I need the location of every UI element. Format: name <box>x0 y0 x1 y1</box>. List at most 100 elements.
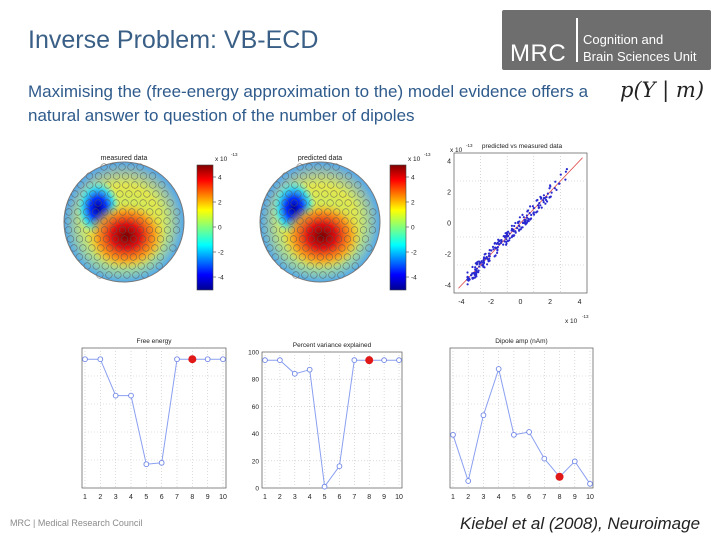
sensor <box>300 181 308 189</box>
sensor <box>163 217 171 225</box>
colorbar-exponent: x 10 <box>408 156 421 163</box>
sensor <box>101 262 109 270</box>
sensor <box>317 172 326 180</box>
sensor <box>333 262 341 270</box>
sensor <box>298 235 307 243</box>
chart-x-tick-label: 5 <box>144 494 148 501</box>
colorbar-tick-label: 0 <box>218 225 222 232</box>
scatter-point <box>503 240 506 243</box>
sensor <box>361 235 370 243</box>
sensor <box>148 199 156 207</box>
sensor <box>118 163 126 171</box>
sensor <box>343 235 352 243</box>
scatter-x-tick-label: -4 <box>458 299 464 306</box>
sensor <box>288 262 296 270</box>
data-point <box>158 459 165 466</box>
chart-x-tick-label: 8 <box>367 494 371 501</box>
sensor <box>140 181 148 189</box>
sensor <box>75 253 83 261</box>
sensor <box>85 199 93 207</box>
scatter-point <box>555 188 558 191</box>
sensor <box>70 244 78 252</box>
sensor <box>323 163 331 171</box>
sensor <box>101 208 109 216</box>
sensor <box>67 199 75 207</box>
sensor <box>104 181 112 189</box>
sensor <box>280 253 288 261</box>
data-point <box>587 480 593 487</box>
logo-mrc-text: MRC <box>510 40 567 67</box>
sensor <box>124 244 132 252</box>
sensor <box>100 217 108 225</box>
sensor <box>91 226 100 234</box>
sensor <box>324 262 332 270</box>
sensor <box>348 190 356 198</box>
sensor <box>296 226 305 234</box>
chart-title: Dipole amp (nAm) <box>495 338 547 345</box>
sensor <box>290 199 298 207</box>
sensor <box>154 226 163 234</box>
scatter-y-tick-label: -2 <box>445 252 451 259</box>
best-model-point <box>555 472 564 481</box>
sensor <box>127 226 136 234</box>
sensor <box>102 253 110 261</box>
logo-unit-line1: Cognition and <box>583 32 664 47</box>
sensor <box>164 208 172 216</box>
scatter-point <box>496 248 499 251</box>
sensor <box>138 253 146 261</box>
sensor <box>325 235 334 243</box>
sensor <box>317 199 325 207</box>
sensor <box>359 217 367 225</box>
sensor <box>316 253 324 261</box>
data-point <box>495 366 502 372</box>
chart-x-tick-label: 7 <box>175 494 179 501</box>
sensor <box>262 235 271 243</box>
sensor <box>288 208 296 216</box>
scatter-point <box>549 184 552 187</box>
scatter-point <box>494 246 497 249</box>
chart-x-tick-label: 4 <box>129 494 133 501</box>
scatter-point <box>522 216 525 219</box>
scatter-point <box>506 231 509 234</box>
scatter-point <box>492 248 495 251</box>
sensor <box>160 244 168 252</box>
chart-x-tick-label: 7 <box>542 494 546 501</box>
scatter-point <box>523 220 526 223</box>
scatter-point <box>508 232 511 235</box>
scatter-point <box>517 224 521 227</box>
sensor <box>76 199 84 207</box>
data-point <box>571 458 578 465</box>
colorbar-tick-label: -4 <box>218 275 224 282</box>
sensor <box>368 226 377 234</box>
sensor <box>276 190 284 198</box>
sensor <box>326 199 334 207</box>
data-point <box>511 431 517 438</box>
scatter-point <box>482 259 485 262</box>
chart-x-tick-label: 5 <box>323 494 327 501</box>
best-model-point <box>188 355 197 364</box>
sensor <box>298 253 306 261</box>
sensor <box>299 172 308 180</box>
sensor <box>125 190 133 198</box>
sensor <box>305 226 314 234</box>
sensor <box>308 199 316 207</box>
data-point <box>480 412 487 419</box>
sensor <box>297 262 305 270</box>
series-line <box>265 359 399 488</box>
sensor <box>323 217 331 225</box>
sensor-array <box>260 163 377 279</box>
chart-x-tick-label: 8 <box>558 494 562 501</box>
sensor <box>71 190 79 198</box>
sensor <box>128 262 136 270</box>
scatter-point <box>510 236 513 239</box>
chart-x-tick-label: 9 <box>573 494 577 501</box>
sensor <box>369 208 377 216</box>
scatter-point <box>538 202 541 205</box>
sensor <box>93 253 101 261</box>
scatter-point <box>505 233 509 236</box>
scatter-point <box>559 173 562 176</box>
chart-x-tick-label: 2 <box>278 494 282 501</box>
sensor <box>121 172 130 180</box>
sensor <box>359 226 368 234</box>
